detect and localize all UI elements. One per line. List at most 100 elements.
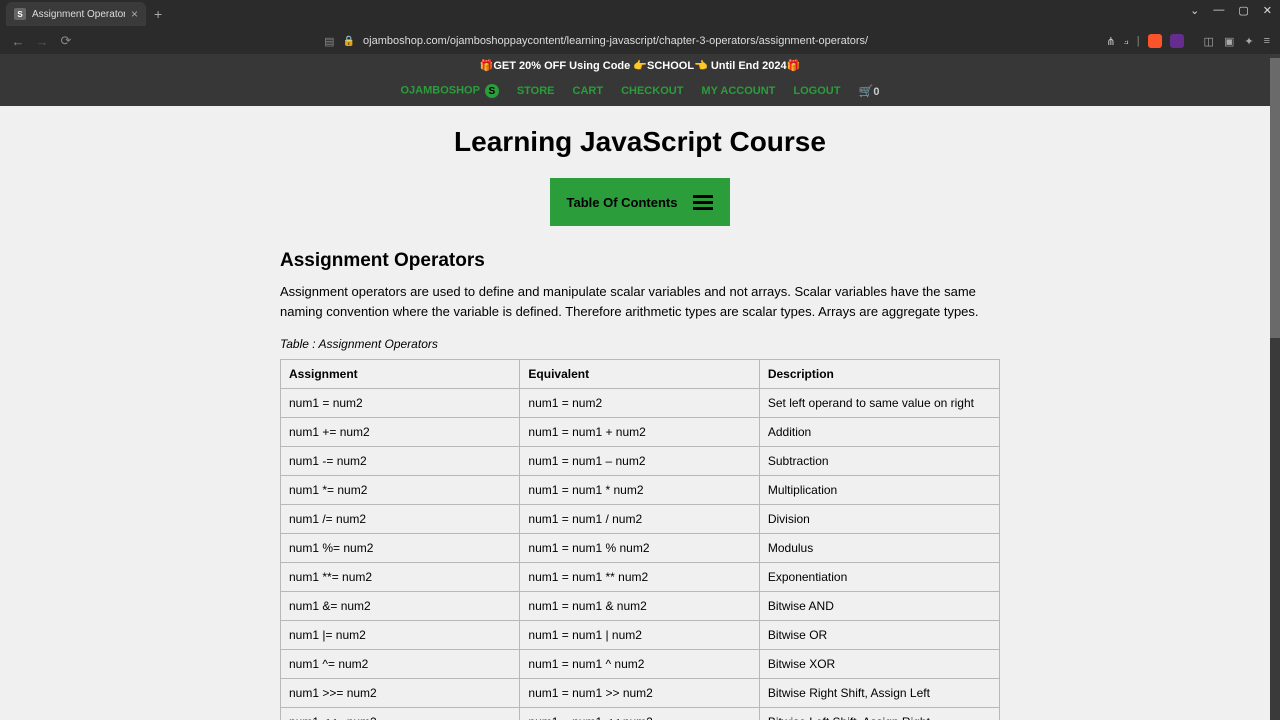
table-cell: Bitwise Right Shift, Assign Left <box>759 679 999 708</box>
forward-icon[interactable]: → <box>34 34 50 49</box>
table-cell: Division <box>759 505 999 534</box>
table-cell: Bitwise XOR <box>759 650 999 679</box>
promo-bar: 🎁GET 20% OFF Using Code 👉SCHOOL👈 Until E… <box>0 54 1280 76</box>
close-window-icon[interactable]: ✕ <box>1263 4 1272 17</box>
table-cell: Bitwise AND <box>759 592 999 621</box>
scrollbar[interactable] <box>1270 54 1280 720</box>
table-row: num1 |= num2num1 = num1 | num2Bitwise OR <box>281 621 1000 650</box>
nav-cart-icon[interactable]: 🛒0 <box>858 84 879 98</box>
sidebar-icon[interactable]: ◫ <box>1204 35 1214 48</box>
table-cell: num1 -= num2 <box>281 447 520 476</box>
wallet-icon[interactable]: ▣ <box>1224 35 1234 48</box>
nav-cart[interactable]: CART <box>573 85 604 97</box>
brave-rewards-icon[interactable] <box>1170 34 1184 48</box>
nav-account[interactable]: MY ACCOUNT <box>701 85 775 97</box>
table-row: num1 >>= num2num1 = num1 >> num2Bitwise … <box>281 679 1000 708</box>
site-nav: OJAMBOSHOP S STORE CART CHECKOUT MY ACCO… <box>0 76 1280 106</box>
lock-icon: 🔒 <box>343 36 355 47</box>
site-header: 🎁GET 20% OFF Using Code 👉SCHOOL👈 Until E… <box>0 54 1280 106</box>
table-cell: num1 = num1 | num2 <box>520 621 759 650</box>
rss-icon[interactable]: ⟓ <box>1123 35 1128 48</box>
table-cell: num1 = num1 + num2 <box>520 418 759 447</box>
promo-text: 🎁GET 20% OFF Using Code 👉SCHOOL👈 Until E… <box>480 59 801 72</box>
col-equivalent: Equivalent <box>520 360 759 389</box>
toc-button[interactable]: Table Of Contents <box>550 178 730 226</box>
table-row: num1 += num2num1 = num1 + num2Addition <box>281 418 1000 447</box>
browser-chrome: S Assignment Operators - O × + ⌄ — ▢ ✕ ←… <box>0 0 1280 54</box>
nav-home[interactable]: OJAMBOSHOP S <box>400 84 498 98</box>
nav-bar: ← → ⟳ ▤ 🔒 ojamboshop.com/ojamboshoppayco… <box>0 28 1280 54</box>
reader-icon[interactable]: ▤ <box>324 35 334 48</box>
table-row: num1 &= num2num1 = num1 & num2Bitwise AN… <box>281 592 1000 621</box>
table-cell: num1 = num1 / num2 <box>520 505 759 534</box>
table-cell: num1 &= num2 <box>281 592 520 621</box>
url-text: ojamboshop.com/ojamboshoppaycontent/lear… <box>363 35 868 47</box>
browser-tab[interactable]: S Assignment Operators - O × <box>6 2 146 26</box>
brave-shield-icon[interactable] <box>1148 34 1162 48</box>
table-cell: Bitwise OR <box>759 621 999 650</box>
table-cell: num1 = num1 ^ num2 <box>520 650 759 679</box>
page-title: Learning JavaScript Course <box>0 126 1280 158</box>
table-cell: Subtraction <box>759 447 999 476</box>
scrollbar-thumb[interactable] <box>1270 58 1280 338</box>
url-bar[interactable]: ▤ 🔒 ojamboshop.com/ojamboshoppaycontent/… <box>94 34 1184 48</box>
logo-icon: S <box>485 84 499 98</box>
back-icon[interactable]: ← <box>10 34 26 49</box>
table-cell: Addition <box>759 418 999 447</box>
table-cell: num1 **= num2 <box>281 563 520 592</box>
operators-table: Assignment Equivalent Description num1 =… <box>280 359 1000 720</box>
table-cell: num1 = num1 ** num2 <box>520 563 759 592</box>
table-cell: num1 = num1 << num2 <box>520 708 759 720</box>
table-cell: num1 ^= num2 <box>281 650 520 679</box>
maximize-icon[interactable]: ▢ <box>1238 4 1248 17</box>
table-cell: Modulus <box>759 534 999 563</box>
table-cell: Multiplication <box>759 476 999 505</box>
table-cell: num1 = num1 & num2 <box>520 592 759 621</box>
sparkle-icon[interactable]: ✦ <box>1244 35 1253 48</box>
close-tab-icon[interactable]: × <box>131 7 138 21</box>
section-title: Assignment Operators <box>280 250 1000 272</box>
table-cell: Set left operand to same value on right <box>759 389 999 418</box>
table-caption: Table : Assignment Operators <box>280 337 1000 351</box>
menu-icon[interactable]: ≡ <box>1264 35 1270 47</box>
table-cell: num1 <<= num2 <box>281 708 520 720</box>
hamburger-icon <box>693 195 713 210</box>
toc-label: Table Of Contents <box>567 195 678 210</box>
table-row: num1 -= num2num1 = num1 – num2Subtractio… <box>281 447 1000 476</box>
nav-logout[interactable]: LOGOUT <box>793 85 840 97</box>
table-row: num1 <<= num2num1 = num1 << num2Bitwise … <box>281 708 1000 720</box>
new-tab-button[interactable]: + <box>154 6 162 22</box>
table-cell: num1 >>= num2 <box>281 679 520 708</box>
table-row: num1 /= num2num1 = num1 / num2Division <box>281 505 1000 534</box>
content-container: Assignment Operators Assignment operator… <box>280 250 1000 720</box>
col-description: Description <box>759 360 999 389</box>
table-row: num1 **= num2num1 = num1 ** num2Exponent… <box>281 563 1000 592</box>
table-header-row: Assignment Equivalent Description <box>281 360 1000 389</box>
table-cell: num1 |= num2 <box>281 621 520 650</box>
table-cell: num1 /= num2 <box>281 505 520 534</box>
nav-checkout[interactable]: CHECKOUT <box>621 85 683 97</box>
table-row: num1 *= num2num1 = num1 * num2Multiplica… <box>281 476 1000 505</box>
tab-title: Assignment Operators - O <box>32 9 125 20</box>
page-content: Learning JavaScript Course Table Of Cont… <box>0 106 1280 720</box>
table-cell: Exponentiation <box>759 563 999 592</box>
table-cell: Bitwise Left Shift, Assign Right <box>759 708 999 720</box>
table-cell: num1 = num2 <box>520 389 759 418</box>
table-cell: num1 = num1 % num2 <box>520 534 759 563</box>
col-assignment: Assignment <box>281 360 520 389</box>
table-row: num1 ^= num2num1 = num1 ^ num2Bitwise XO… <box>281 650 1000 679</box>
nav-store[interactable]: STORE <box>517 85 555 97</box>
table-cell: num1 *= num2 <box>281 476 520 505</box>
tab-bar: S Assignment Operators - O × + <box>0 0 1280 28</box>
chevron-down-icon[interactable]: ⌄ <box>1190 4 1199 17</box>
reload-icon[interactable]: ⟳ <box>58 33 74 49</box>
table-row: num1 = num2num1 = num2Set left operand t… <box>281 389 1000 418</box>
toolbar-right: ◫ ▣ ✦ ≡ <box>1204 35 1270 48</box>
window-controls: ⌄ — ▢ ✕ <box>1190 4 1272 17</box>
table-cell: num1 = num1 >> num2 <box>520 679 759 708</box>
table-cell: num1 += num2 <box>281 418 520 447</box>
share-icon[interactable]: ⋔ <box>1106 35 1115 48</box>
cart-icon: 🛒 <box>858 84 873 98</box>
minimize-icon[interactable]: — <box>1213 4 1224 17</box>
table-row: num1 %= num2num1 = num1 % num2Modulus <box>281 534 1000 563</box>
